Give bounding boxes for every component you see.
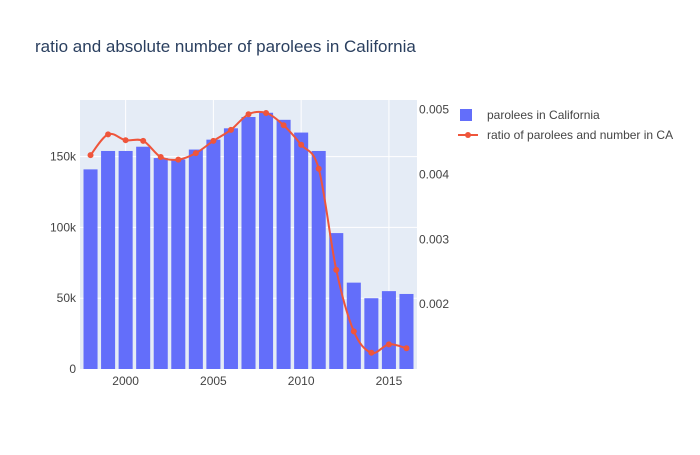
legend[interactable]: parolees in California ratio of parolees … xyxy=(458,108,673,142)
bar[interactable] xyxy=(241,116,256,369)
x-tick-label: 2010 xyxy=(288,374,315,388)
line-point[interactable] xyxy=(227,126,234,133)
line-point[interactable] xyxy=(298,141,305,148)
bar[interactable] xyxy=(136,146,151,369)
y-left-tick-label: 150k xyxy=(50,150,77,164)
bar[interactable] xyxy=(101,150,116,369)
x-tick-label: 2005 xyxy=(200,374,227,388)
legend-swatch-marker[interactable] xyxy=(465,132,471,138)
bar[interactable] xyxy=(346,282,361,369)
bar[interactable] xyxy=(188,149,203,369)
y-right-tick-label: 0.005 xyxy=(419,103,449,117)
bar[interactable] xyxy=(153,158,168,369)
y-right-tick-label: 0.002 xyxy=(419,297,449,311)
line-point[interactable] xyxy=(368,349,375,356)
line-point[interactable] xyxy=(105,131,112,138)
bar[interactable] xyxy=(364,298,379,369)
line-series xyxy=(87,109,410,356)
bar[interactable] xyxy=(399,293,414,369)
line-point[interactable] xyxy=(403,345,410,352)
chart-title: ratio and absolute number of parolees in… xyxy=(35,37,416,56)
bar[interactable] xyxy=(118,150,133,369)
y-right-tick-label: 0.004 xyxy=(419,168,449,182)
bar[interactable] xyxy=(83,169,98,369)
axes: 0 50k 100k 150k 0.002 0.003 0.004 0.005 2000 2005… xyxy=(50,103,449,388)
bar[interactable] xyxy=(329,233,344,369)
y-left-tick-label: 50k xyxy=(57,291,77,305)
bar[interactable] xyxy=(171,159,186,369)
line-point[interactable] xyxy=(175,156,182,163)
legend-swatch-bar[interactable] xyxy=(460,109,472,121)
line-point[interactable] xyxy=(122,137,129,144)
bar[interactable] xyxy=(276,119,291,370)
line-point[interactable] xyxy=(385,341,392,348)
legend-label-line[interactable]: ratio of parolees and number in CA xyxy=(487,128,673,142)
line-point[interactable] xyxy=(263,109,270,116)
bar[interactable] xyxy=(206,139,221,369)
x-tick-label: 2015 xyxy=(376,374,403,388)
legend-label-bar[interactable]: parolees in California xyxy=(487,108,600,122)
bar[interactable] xyxy=(294,132,309,369)
bar[interactable] xyxy=(223,128,238,369)
y-right-tick-label: 0.003 xyxy=(419,232,449,246)
bar[interactable] xyxy=(259,112,274,370)
line-point[interactable] xyxy=(87,152,94,159)
line-point[interactable] xyxy=(245,111,252,118)
line-point[interactable] xyxy=(280,122,287,129)
y-left-tick-label: 0 xyxy=(69,362,76,376)
line-point[interactable] xyxy=(210,137,217,144)
bar[interactable] xyxy=(381,291,396,369)
line-point[interactable] xyxy=(140,137,147,144)
bar-series xyxy=(83,112,414,370)
y-left-tick-label: 100k xyxy=(50,220,77,234)
line-point[interactable] xyxy=(333,266,340,273)
line-point[interactable] xyxy=(157,154,164,161)
bar[interactable] xyxy=(311,150,326,369)
line-point[interactable] xyxy=(315,165,322,172)
x-tick-label: 2000 xyxy=(112,374,139,388)
line-point[interactable] xyxy=(192,150,199,157)
line-point[interactable] xyxy=(350,328,357,335)
